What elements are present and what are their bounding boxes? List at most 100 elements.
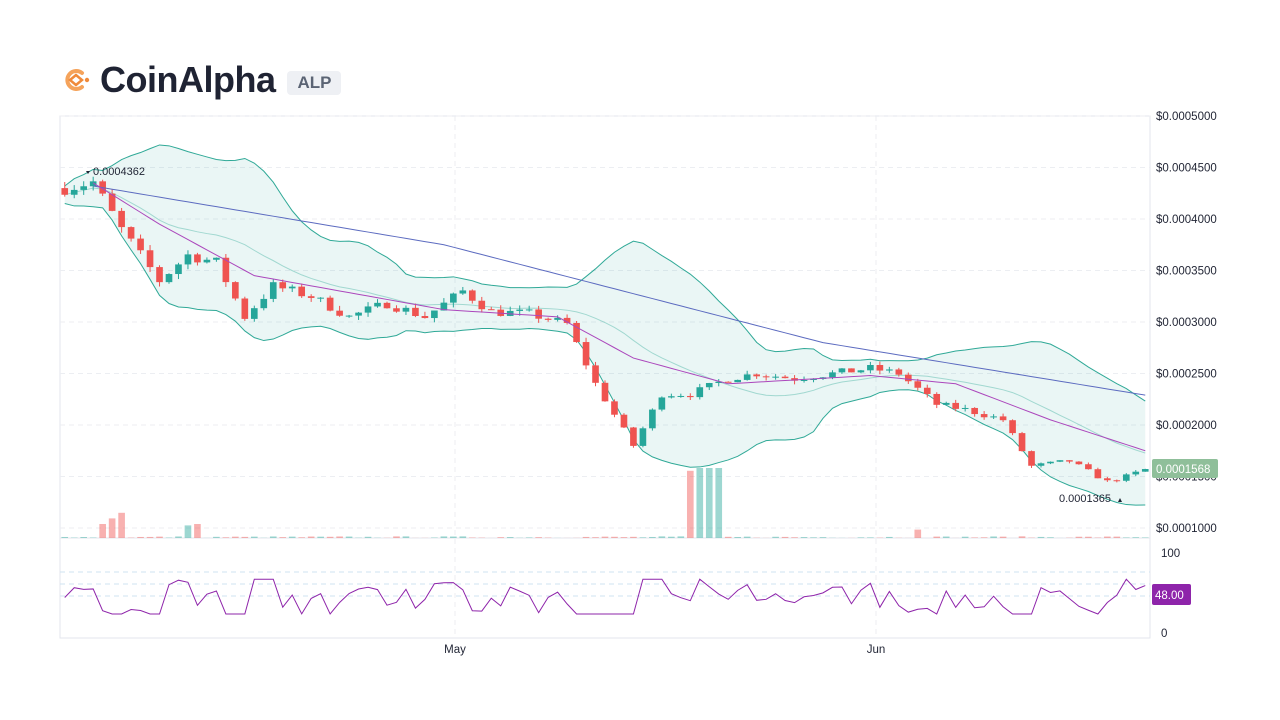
candle-body (800, 380, 808, 382)
candle-body (781, 376, 789, 379)
volume-bar (1122, 537, 1130, 538)
volume-bar (288, 536, 296, 538)
candle-body (61, 188, 69, 195)
rsi-panel (60, 571, 1150, 615)
candle-body (630, 427, 637, 446)
candle-body (1066, 460, 1073, 462)
band-fill (64, 144, 1146, 506)
candle-body (620, 414, 628, 428)
volume-bar (222, 537, 230, 538)
candle-body (999, 416, 1007, 421)
coinalpha-logo-icon (65, 69, 90, 91)
candle-body (393, 308, 400, 312)
volume-bar (118, 512, 125, 538)
candle-body (1104, 478, 1111, 481)
candle-body (1132, 471, 1140, 475)
candle-body (696, 387, 704, 398)
candle-body (232, 282, 239, 299)
volume-bar (620, 537, 628, 538)
volume-bar (336, 536, 343, 538)
candle-body (592, 365, 599, 383)
volume-bar (867, 537, 874, 538)
chart-header: CoinAlpha ALP (60, 56, 342, 104)
candle-body (1141, 469, 1149, 472)
candle-body (601, 382, 609, 402)
volume-bar (156, 536, 163, 538)
candle-body (573, 322, 580, 343)
candle-body (80, 186, 88, 190)
asset-name: CoinAlpha (100, 59, 276, 100)
candle-body (838, 368, 846, 373)
volume-bar (146, 536, 154, 538)
candle-body (772, 376, 779, 378)
candle-body (886, 369, 893, 371)
volume-bar (506, 537, 514, 538)
candle-body (1028, 451, 1035, 466)
candle-body (743, 374, 751, 380)
volume-bar (1113, 536, 1121, 538)
volume-bar (1075, 536, 1083, 538)
volume-bar (307, 536, 315, 538)
candle-body (1122, 474, 1130, 481)
candle-body (1037, 463, 1045, 466)
volume-bar (1047, 537, 1054, 538)
candle-body (431, 310, 438, 319)
volume-bar (1132, 537, 1140, 538)
volume-bar (184, 525, 192, 538)
candle-body (1009, 420, 1016, 434)
volume-bar (696, 468, 704, 538)
candle-body (544, 318, 552, 320)
volume-bar (791, 537, 798, 538)
candle-body (876, 365, 884, 371)
band-middle (64, 187, 1146, 454)
volume-bar (345, 536, 353, 538)
candle-body (904, 374, 912, 382)
volume-bar (819, 537, 827, 538)
candle-body (70, 189, 78, 195)
price-tick-label: $0.0005000 (1156, 111, 1217, 123)
candle-body (563, 317, 571, 323)
candle-body (146, 250, 154, 268)
price-tick-label: $0.0004500 (1156, 163, 1217, 175)
volume-bar (705, 468, 713, 538)
volume-bar (686, 470, 694, 538)
volume-bar (269, 536, 277, 538)
last-price-tag: 0.0001568 (1152, 459, 1218, 478)
candle-body (535, 309, 542, 319)
candle-body (203, 259, 211, 263)
candle-body (762, 376, 770, 378)
time-axis: May Jun (444, 644, 885, 656)
candle-body (895, 369, 903, 375)
candle-body (857, 370, 865, 373)
extreme-markers: 0.0004362 0.0001365 (86, 166, 1122, 505)
candle-body (582, 342, 590, 366)
candle-body (288, 286, 296, 289)
volume-bar (298, 537, 306, 538)
candle-body (990, 416, 997, 418)
candle-body (468, 290, 476, 301)
candle-body (942, 402, 950, 405)
volume-bar (1018, 536, 1026, 538)
candle-body (952, 402, 960, 409)
volume-bar (592, 537, 599, 538)
volume-bar (933, 536, 941, 538)
candle-body (412, 307, 419, 316)
volume-bar (999, 536, 1007, 538)
price-tick-label: $0.0004000 (1156, 214, 1217, 226)
candle-body (1094, 469, 1102, 479)
candle-body (1056, 460, 1064, 462)
volume-bar (99, 524, 106, 538)
volume-bar (364, 536, 372, 538)
volume-bar (630, 536, 637, 538)
candle-body (222, 257, 230, 283)
volume-bar (194, 524, 201, 538)
volume-bar (886, 536, 893, 538)
candle-body (374, 302, 381, 307)
price-tick-label: $0.0002500 (1156, 369, 1217, 381)
volume-bar (1037, 536, 1045, 538)
candle-body (175, 264, 182, 275)
candle-body (933, 393, 941, 405)
candle-body (336, 310, 343, 316)
volume-bar (450, 536, 457, 538)
